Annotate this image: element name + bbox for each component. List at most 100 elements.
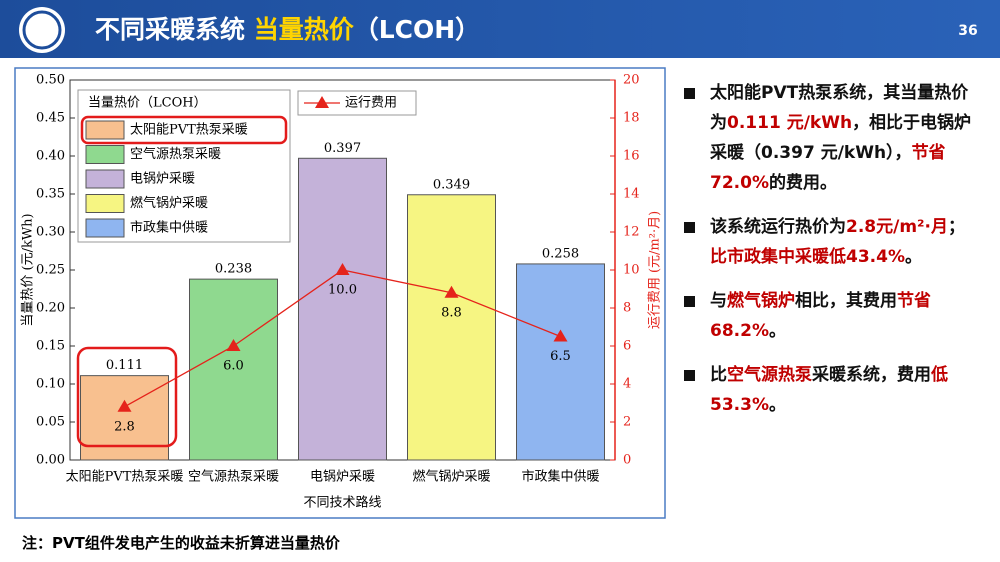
y2-tick-label: 4 bbox=[623, 377, 631, 392]
line-value-label: 6.5 bbox=[550, 349, 571, 364]
title-part: 当量热价 bbox=[254, 15, 355, 44]
legend-swatch bbox=[85, 169, 125, 189]
legend-box bbox=[77, 89, 291, 243]
bar-value-label: 0.238 bbox=[215, 262, 252, 277]
y2-tick-label: 2 bbox=[623, 415, 631, 430]
y2-tick-label: 8 bbox=[623, 301, 631, 316]
header-bar bbox=[0, 0, 1000, 58]
bullet-text: 节省68.2% bbox=[710, 291, 931, 341]
line-value-label: 10.0 bbox=[328, 283, 357, 298]
chart-frame bbox=[14, 67, 666, 519]
bullet: 该系统运行热价为2.8元/m²·月； 比市政集中采暖低43.4%。 bbox=[682, 212, 972, 272]
x-tick-label: 燃气锅炉采暖 bbox=[412, 469, 490, 485]
y-tick-label: 0.10 bbox=[36, 377, 65, 392]
bullet-text: 相比，其费用 bbox=[795, 291, 897, 311]
line-value-label: 6.0 bbox=[223, 359, 244, 374]
y-tick-label: 0.45 bbox=[36, 111, 65, 126]
bar bbox=[407, 194, 496, 461]
bullet-text: 0.111 元/kWh bbox=[727, 113, 853, 133]
line-marker bbox=[553, 329, 568, 342]
line-marker bbox=[335, 263, 350, 275]
line-marker bbox=[226, 339, 241, 351]
bullet-text: 采暖系统，费用 bbox=[812, 365, 931, 385]
y-tick-label: 0.35 bbox=[36, 187, 65, 202]
bullet-text: 的费用。 bbox=[768, 173, 837, 193]
line-value-label: 8.8 bbox=[441, 305, 462, 320]
legend-label: 燃气锅炉采暖 bbox=[130, 195, 208, 211]
y-tick-label: 0.40 bbox=[36, 149, 65, 164]
bullet-text: 。 bbox=[768, 395, 786, 415]
legend-swatch bbox=[85, 145, 125, 164]
bullet-text: ，相比于电锅炉采暖（0.397 元/kWh）， bbox=[710, 113, 972, 163]
legend-label: 市政集中供暖 bbox=[130, 220, 208, 236]
y-tick-label: 0.05 bbox=[36, 415, 65, 430]
bullet: 太阳能PVT热泵系统，其当量热价为0.111 元/kWh，相比于电锅炉采暖（0.… bbox=[682, 78, 972, 198]
bar-value-label: 0.111 bbox=[106, 358, 143, 373]
bullet-list: 太阳能PVT热泵系统，其当量热价为0.111 元/kWh，相比于电锅炉采暖（0.… bbox=[682, 78, 972, 434]
y-tick-label: 0.25 bbox=[36, 263, 65, 278]
line-value-label: 2.8 bbox=[114, 419, 135, 434]
plot: 0.00 0.05 0.10 0.15 0.20 0.25 0.30 0.35 0.40 0.45… bbox=[21, 73, 663, 511]
legend-swatch bbox=[85, 194, 125, 213]
bullet-text: 。 bbox=[768, 321, 786, 341]
bullet-text: 燃气锅炉 bbox=[727, 291, 795, 311]
legend-title: 当量热价（LCOH） bbox=[88, 96, 207, 111]
line-marker bbox=[117, 399, 132, 412]
y-tick-label: 0.00 bbox=[36, 453, 65, 468]
legend-label: 运行费用 bbox=[345, 96, 397, 111]
y2-axis-label: 运行费用 (元/m²·月) bbox=[648, 211, 663, 329]
bullet-text: 与 bbox=[710, 291, 727, 311]
title-part: （LCOH） bbox=[354, 15, 480, 44]
legend-marker bbox=[315, 96, 329, 108]
y2-tick-label: 14 bbox=[623, 187, 640, 202]
line-marker bbox=[444, 285, 459, 298]
bullet-text: 该系统运行热价为 bbox=[710, 217, 846, 237]
bar-value-label: 0.258 bbox=[542, 246, 579, 261]
bullet-text: 2.8元/m²·月 bbox=[846, 217, 948, 237]
legend-label: 空气源热泵采暖 bbox=[130, 146, 221, 162]
x-axis-label: 不同技术路线 bbox=[303, 495, 381, 511]
y2-tick-label: 10 bbox=[623, 263, 640, 278]
bar bbox=[80, 375, 169, 461]
bar bbox=[298, 157, 387, 461]
y2-tick-label: 12 bbox=[623, 225, 640, 240]
y-tick-label: 0.50 bbox=[36, 73, 65, 88]
x-tick-label: 空气源热泵采暖 bbox=[188, 469, 279, 485]
bullet-text: 低53.3% bbox=[710, 365, 948, 415]
y-tick-label: 0.20 bbox=[36, 301, 65, 316]
legend-swatch bbox=[85, 120, 125, 140]
bar bbox=[189, 278, 278, 461]
legend-swatch bbox=[85, 218, 125, 238]
legend-label: 电锅炉采暖 bbox=[130, 171, 195, 187]
x-tick-label: 太阳能PVT热泵采暖 bbox=[66, 470, 184, 485]
legend-label: 太阳能PVT热泵采暖 bbox=[130, 123, 248, 138]
bar-value-label: 0.349 bbox=[433, 177, 470, 192]
y2-tick-label: 18 bbox=[623, 111, 640, 126]
highlight-box bbox=[76, 346, 178, 448]
bullet-text: 比市政集中采暖低43.4% bbox=[710, 247, 905, 267]
bullet-text: 。 bbox=[904, 247, 922, 267]
footnote: 注：PVT组件发电产生的收益未折算进当量热价 bbox=[22, 534, 340, 552]
bullet-text: 太阳能PVT热泵系统，其当量热价为 bbox=[710, 83, 969, 133]
bullet-text: 比 bbox=[710, 365, 727, 385]
logo-ring bbox=[22, 10, 62, 50]
y-tick-label: 0.15 bbox=[36, 339, 65, 354]
title-part: 不同采暖系统 bbox=[95, 15, 254, 44]
bullet: 比空气源热泵采暖系统，费用低53.3%。 bbox=[682, 360, 972, 420]
bullet-text: ； bbox=[947, 217, 965, 237]
y2-tick-label: 20 bbox=[623, 73, 640, 88]
bar-value-label: 0.397 bbox=[324, 141, 361, 156]
y-axis-label: 当量热价 (元/kWh) bbox=[21, 213, 36, 326]
highlight-box bbox=[80, 115, 288, 145]
y-tick-label: 0.30 bbox=[36, 225, 65, 240]
bullet: 与燃气锅炉相比，其费用节省68.2%。 bbox=[682, 286, 972, 346]
x-tick-label: 电锅炉采暖 bbox=[310, 469, 375, 485]
y2-tick-label: 6 bbox=[623, 339, 631, 354]
logo bbox=[19, 7, 65, 53]
y2-tick-label: 16 bbox=[623, 149, 640, 164]
page-number: 36 bbox=[958, 23, 977, 39]
x-tick-label: 市政集中供暖 bbox=[521, 469, 599, 485]
slide-title: 不同采暖系统 当量热价（LCOH） bbox=[95, 15, 480, 44]
